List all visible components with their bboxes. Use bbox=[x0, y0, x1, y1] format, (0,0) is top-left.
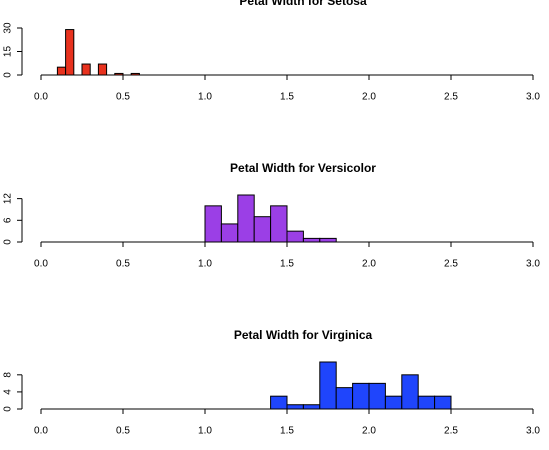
bar bbox=[204, 205, 222, 243]
bar bbox=[417, 395, 436, 410]
bar bbox=[56, 66, 67, 76]
bar bbox=[319, 361, 337, 410]
bar bbox=[302, 237, 321, 243]
bar bbox=[335, 387, 354, 410]
bar bbox=[65, 29, 75, 76]
y-tick-label: 30 bbox=[3, 22, 14, 34]
x-tick-label: 2.5 bbox=[444, 92, 458, 103]
x-tick-label: 0.5 bbox=[116, 92, 130, 103]
x-tick-label: 1.0 bbox=[198, 259, 212, 270]
y-tick-label: 4 bbox=[3, 389, 14, 395]
bar bbox=[401, 374, 419, 410]
x-tick-label: 0.5 bbox=[116, 259, 130, 270]
bar bbox=[352, 382, 370, 410]
y-tick-label: 0 bbox=[3, 239, 14, 245]
x-tick-label: 3.0 bbox=[526, 92, 540, 103]
bar bbox=[220, 223, 239, 243]
y-tick-label: 8 bbox=[3, 372, 14, 378]
x-tick-label: 2.5 bbox=[444, 259, 458, 270]
x-tick-label: 2.0 bbox=[362, 92, 376, 103]
x-tick-label: 1.5 bbox=[280, 92, 294, 103]
y-tick-label: 15 bbox=[3, 46, 14, 58]
bar bbox=[286, 404, 304, 410]
x-tick-label: 0.0 bbox=[34, 426, 48, 437]
x-tick-label: 3.0 bbox=[526, 426, 540, 437]
y-tick-label: 0 bbox=[3, 406, 14, 412]
bar bbox=[270, 395, 288, 410]
bar bbox=[368, 382, 386, 410]
x-tick-label: 0.0 bbox=[34, 92, 48, 103]
chart-title: Petal Width for Virginica bbox=[234, 328, 373, 342]
x-tick-label: 1.0 bbox=[198, 92, 212, 103]
x-tick-label: 2.0 bbox=[362, 259, 376, 270]
x-tick-label: 1.5 bbox=[280, 426, 294, 437]
x-tick-label: 1.0 bbox=[198, 426, 212, 437]
x-tick-label: 2.0 bbox=[362, 426, 376, 437]
bar bbox=[253, 216, 272, 243]
y-tick-label: 0 bbox=[3, 72, 14, 78]
x-tick-label: 0.5 bbox=[116, 426, 130, 437]
y-tick-label: 12 bbox=[3, 193, 14, 205]
bar bbox=[97, 63, 108, 76]
y-tick-label: 6 bbox=[3, 217, 14, 223]
bar bbox=[286, 230, 304, 243]
x-tick-label: 3.0 bbox=[526, 259, 540, 270]
x-tick-label: 0.0 bbox=[34, 259, 48, 270]
bar bbox=[237, 194, 255, 243]
chart-title: Petal Width for Versicolor bbox=[230, 161, 376, 175]
bar bbox=[302, 404, 321, 410]
bar bbox=[384, 395, 403, 410]
chart-title: Petal Width for Setosa bbox=[239, 0, 367, 8]
bar bbox=[434, 395, 452, 410]
bar bbox=[319, 237, 337, 243]
bar bbox=[81, 63, 91, 76]
bar bbox=[270, 205, 288, 243]
x-tick-label: 1.5 bbox=[280, 259, 294, 270]
x-tick-label: 2.5 bbox=[444, 426, 458, 437]
